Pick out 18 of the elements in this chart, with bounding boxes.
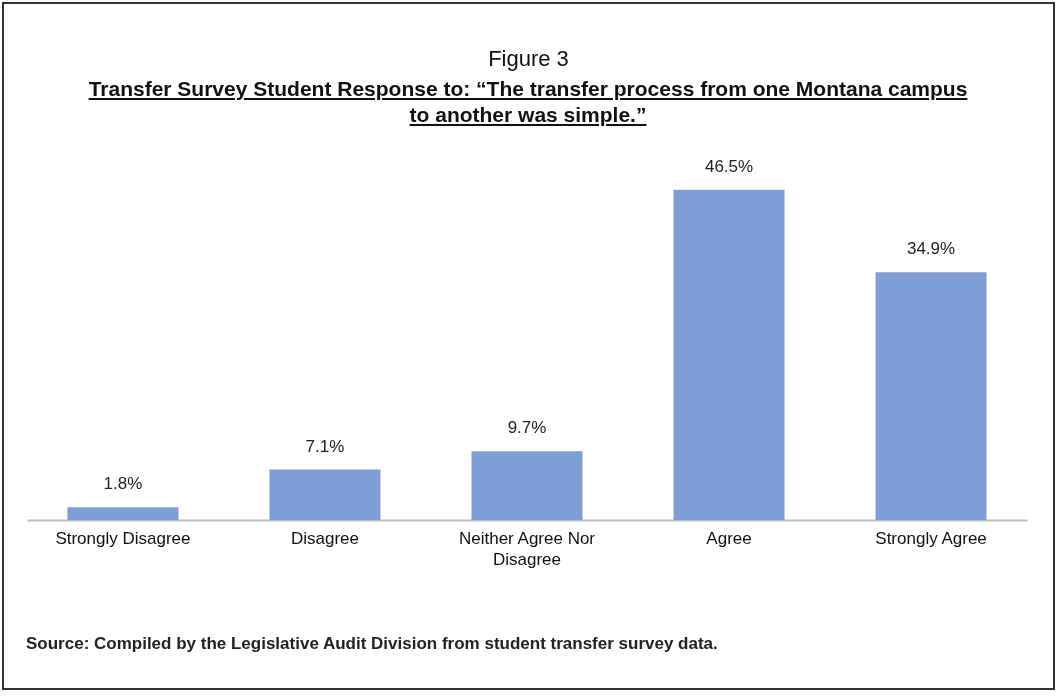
data-label: 46.5% — [704, 156, 754, 176]
x-tick-label: Strongly Disagree — [55, 528, 191, 548]
data-label: 1.8% — [103, 474, 143, 494]
x-tick-label: Neither Agree Nor Disagree — [458, 528, 596, 569]
chart-title: Figure 3 — [487, 46, 570, 72]
bar — [875, 272, 987, 520]
chart-subtitle: Transfer Survey Student Response to: “The transfer process from one Montana campus to another was simple.” — [87, 76, 969, 128]
data-label: 9.7% — [507, 418, 547, 438]
x-tick-label: Agree — [706, 528, 752, 548]
source-note: Source: Compiled by the Legislative Audit Division from student transfer survey data. — [26, 634, 718, 654]
bar — [67, 507, 179, 520]
x-tick-label: Disagree — [290, 528, 359, 548]
bar — [673, 189, 785, 520]
bar — [471, 451, 583, 520]
x-tick-label: Strongly Agree — [875, 528, 987, 548]
data-label: 34.9% — [906, 239, 956, 259]
bar — [269, 469, 381, 520]
data-label: 7.1% — [305, 436, 345, 456]
